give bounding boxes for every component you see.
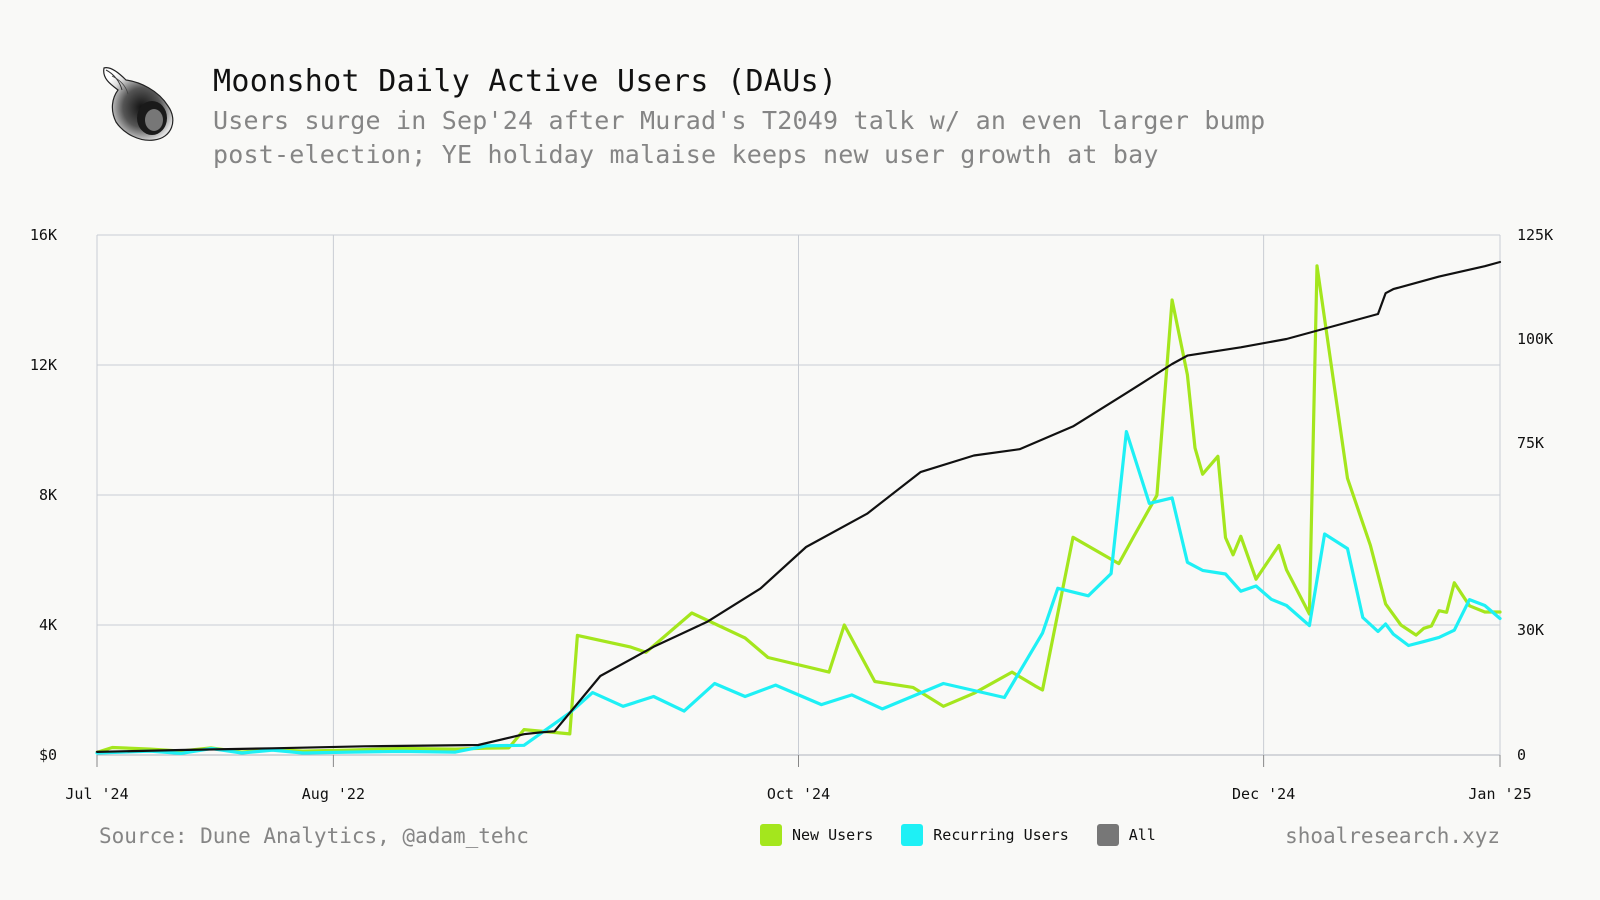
legend-swatch-recurring-users [901,824,924,846]
y-left-tick-label: 16K [30,226,57,244]
legend-swatch-new-users [760,824,782,846]
chart-title: Moonshot Daily Active Users (DAUs) [213,64,838,99]
y-left-tick-label: 12K [30,356,57,374]
x-tick-label: Jan '25 [1468,785,1531,803]
legend-item-new-users: New Users [760,824,873,846]
series-line-recurring-users [95,430,1502,756]
shell-logo [103,67,174,141]
legend: New Users Recurring Users All [760,824,1184,846]
legend-label-new-users: New Users [792,826,874,844]
y-left-tick-label: 8K [39,486,57,504]
site-credit: shoalresearch.xyz [1285,824,1500,848]
y-left-tick-label: $0 [39,746,57,764]
y-right-tick-label: 0 [1517,746,1526,764]
x-tick-label: Dec '24 [1232,785,1295,803]
legend-label-all: All [1128,826,1156,844]
legend-item-recurring-users: Recurring Users [901,824,1069,846]
y-left-tick-label: 4K [39,616,57,634]
legend-label-recurring-users: Recurring Users [933,826,1069,844]
y-right-tick-label: 30K [1517,621,1544,639]
source-note: Source: Dune Analytics, @adam_tehc [99,824,529,848]
y-right-tick-label: 75K [1517,434,1544,452]
legend-swatch-all [1096,824,1119,846]
chart-subtitle: Users surge in Sep'24 after Murad's T204… [213,106,1266,169]
series-line-new-users [95,264,1502,755]
x-tick-label: Oct '24 [767,785,830,803]
x-tick-label: Jul '24 [65,785,128,803]
y-right-tick-label: 100K [1517,330,1553,348]
y-right-tick-label: 125K [1517,226,1553,244]
series-line-all [95,260,1502,754]
legend-item-all: All [1096,824,1156,846]
x-tick-label: Aug '22 [302,785,365,803]
